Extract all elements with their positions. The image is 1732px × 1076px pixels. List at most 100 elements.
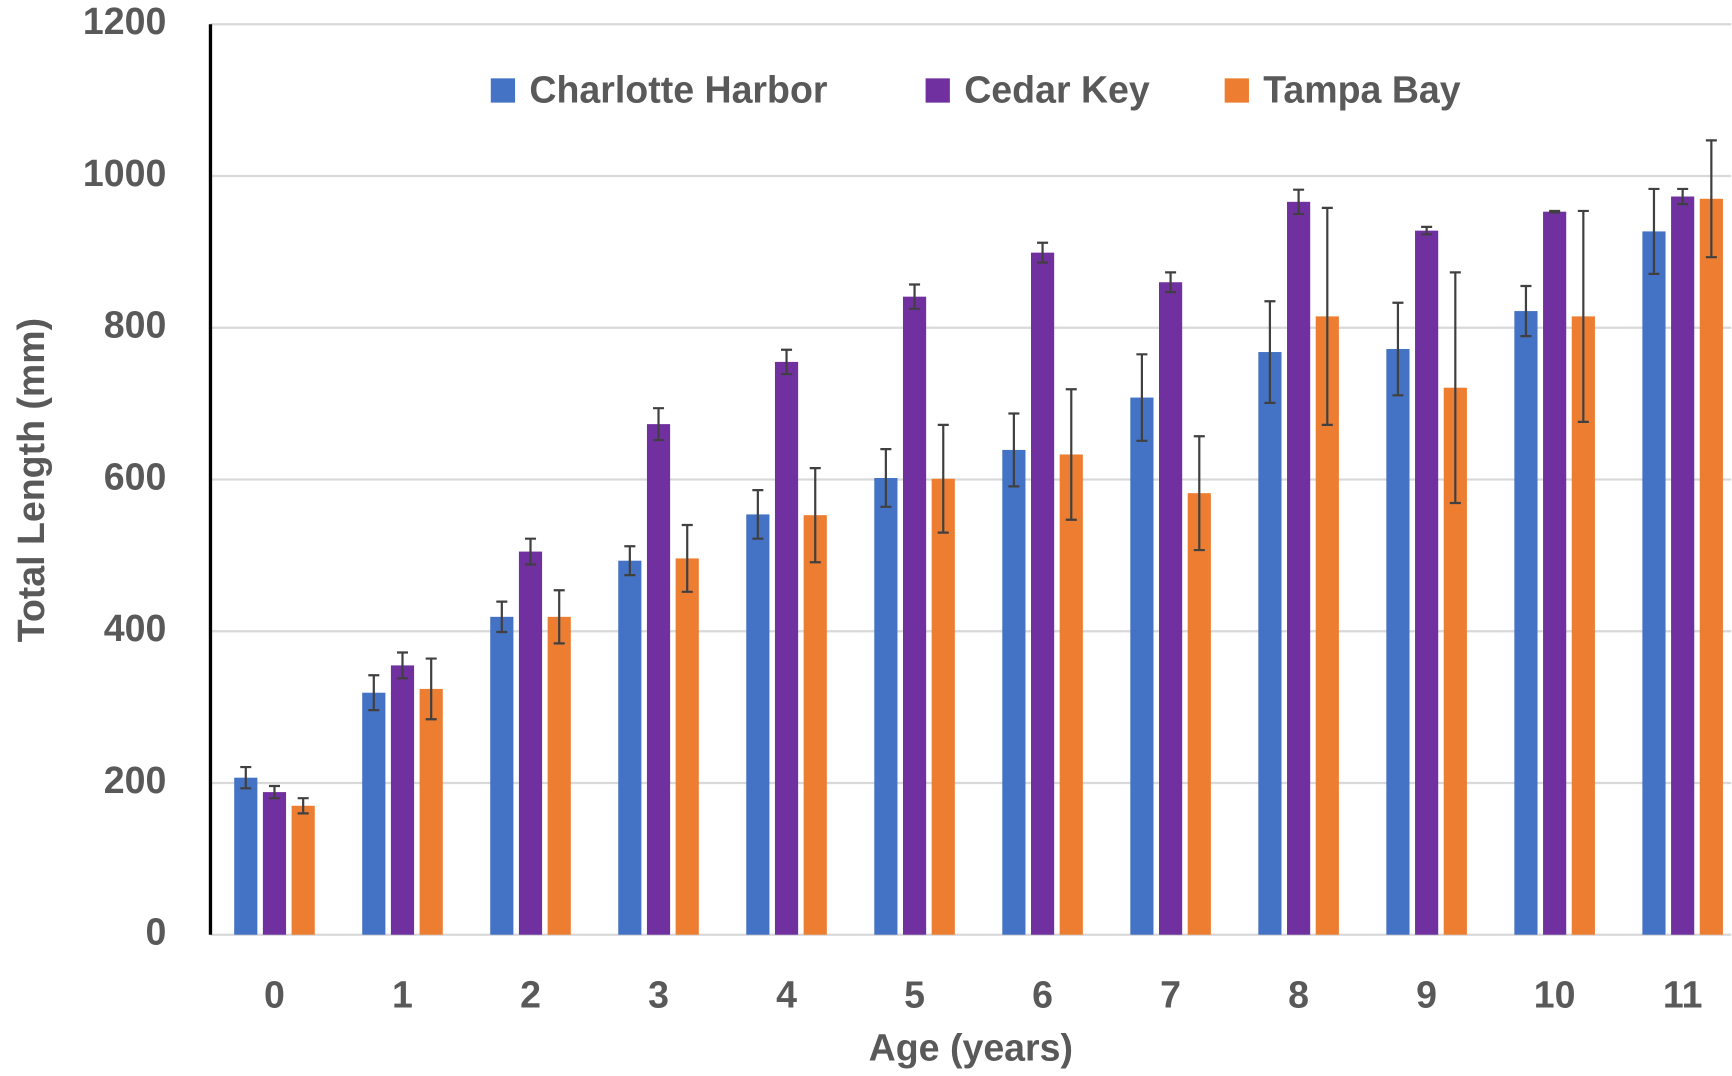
x-axis-title: Age (years) [869,1027,1073,1069]
error-bar [1648,187,1660,276]
error-bar [240,765,252,790]
bar [547,616,571,935]
bar [1258,352,1282,935]
bar [1159,282,1183,935]
bar [902,296,927,935]
error-bar [809,467,821,564]
error-bar [1677,187,1689,206]
legend-swatch [925,78,950,103]
bar [1699,198,1723,935]
error-bar [1705,139,1717,259]
error-bar [937,423,949,534]
x-tick-label: 11 [1663,974,1703,1016]
bar [618,560,642,935]
error-bar [368,674,380,712]
legend-swatch [490,78,516,103]
y-tick-label: 800 [104,304,167,346]
bar [1315,316,1339,935]
error-bar [1321,206,1333,426]
x-tick-label: 4 [776,974,797,1016]
bar [262,792,287,935]
y-tick-label: 400 [104,607,167,649]
bar [1514,311,1538,935]
error-bar [1165,271,1177,294]
bar [419,688,443,935]
bar [1415,230,1439,935]
bar [1130,397,1154,935]
bar [1443,387,1467,935]
error-bar [1392,301,1404,397]
error-bar [1549,209,1561,214]
error-bar [1065,388,1077,521]
error-bar [396,651,409,680]
error-bar [624,545,636,577]
error-bar [268,784,280,800]
bar [1030,252,1055,935]
error-bar [752,489,764,540]
bar [1571,316,1595,935]
x-tick-label: 7 [1160,974,1181,1016]
error-bar [681,523,693,593]
bar [774,361,799,935]
error-bar [1264,300,1276,404]
bar [1187,493,1211,935]
error-bar [425,657,437,721]
legend-label: Charlotte Harbor [529,69,827,111]
y-axis-title: Total Length (mm) [10,318,52,642]
legend-swatch [1224,78,1249,103]
y-tick-label: 0 [145,911,166,953]
error-bar [880,448,892,508]
bar [490,616,514,935]
error-bar [553,589,565,645]
bar [234,777,258,935]
bar [1002,449,1026,935]
bar [931,478,955,935]
bar [1543,211,1567,935]
bar [746,514,770,935]
error-bar [909,283,921,310]
error-bar [1577,209,1589,423]
error-bar [1136,353,1148,442]
error-bar [1520,284,1532,338]
legend-label: Cedar Key [964,69,1150,111]
x-tick-label: 5 [904,974,925,1016]
y-tick-label: 600 [104,455,167,497]
error-bar [1008,412,1020,488]
x-tick-label: 6 [1032,974,1053,1016]
bar [803,515,827,935]
y-tick-label: 1200 [83,0,166,42]
bar [1671,196,1695,935]
x-tick-label: 1 [392,974,413,1016]
error-bar [1449,271,1461,505]
bar [291,805,315,935]
x-tick-label: 0 [264,974,285,1016]
bar [1059,454,1083,935]
bar [874,477,898,935]
bar [1386,349,1410,935]
error-bar [496,600,508,634]
error-bar [297,797,309,815]
bar [390,665,415,935]
bar [1287,201,1311,935]
error-bar [524,537,537,566]
x-tick-label: 3 [648,974,669,1016]
bar [675,558,699,935]
error-bar [653,407,665,442]
bar [1642,231,1666,935]
y-tick-label: 200 [104,759,167,801]
error-bar [1293,188,1305,216]
error-bar [1193,435,1205,552]
error-bar [1421,225,1433,236]
x-tick-label: 9 [1416,974,1437,1016]
x-tick-label: 8 [1288,974,1309,1016]
x-tick-label: 10 [1534,974,1576,1016]
y-tick-label: 1000 [83,152,166,194]
bar [362,692,386,935]
legend-label: Tampa Bay [1263,69,1461,111]
x-tick-label: 2 [520,974,541,1016]
bar [518,551,543,935]
error-bar [781,348,793,376]
bar [646,424,671,935]
error-bar [1037,241,1049,264]
